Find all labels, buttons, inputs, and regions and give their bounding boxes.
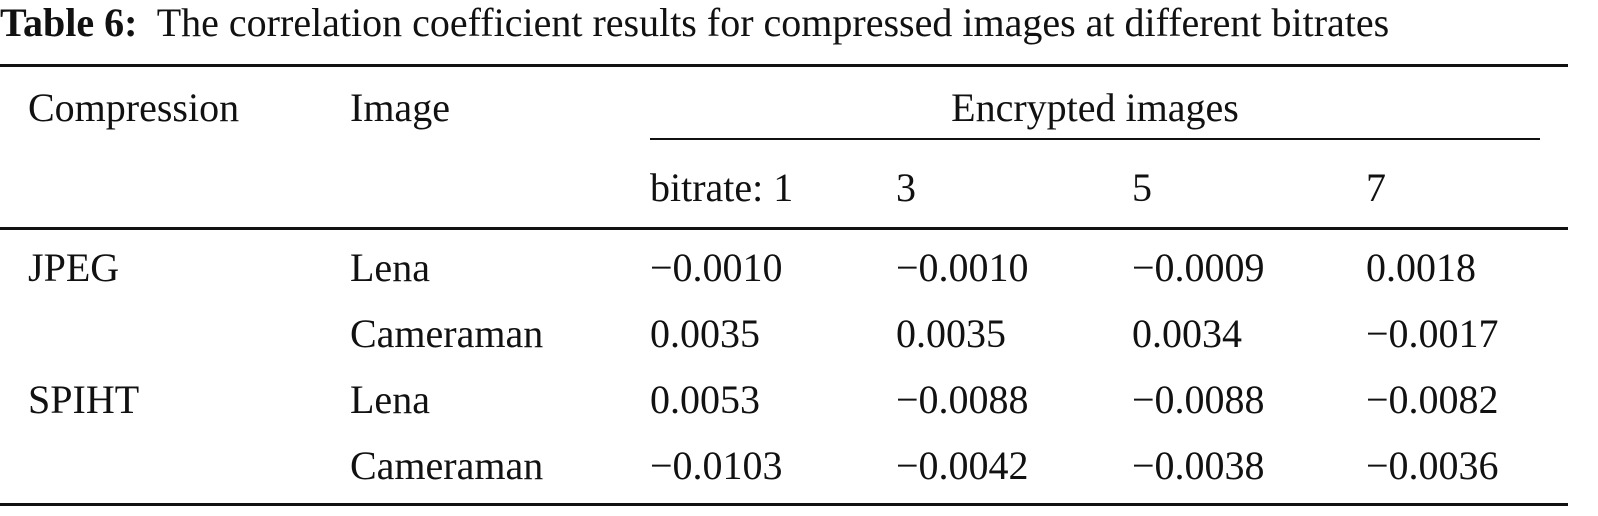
- header-bitrate-3: 3: [896, 165, 916, 210]
- row-3-compression: SPIHT: [28, 377, 140, 422]
- row-4-value-1: −0.0103: [650, 443, 783, 488]
- header-encrypted-images: Encrypted images: [951, 85, 1239, 130]
- row-1-value-3: −0.0009: [1132, 245, 1265, 290]
- table-label: Table 6:: [0, 0, 138, 45]
- header-image: Image: [350, 85, 450, 130]
- row-3-value-2: −0.0088: [896, 377, 1029, 422]
- row-4-image: Cameraman: [350, 443, 544, 488]
- caption-text: The correlation coefficient results for …: [156, 0, 1390, 45]
- row-3-value-3: −0.0088: [1132, 377, 1265, 422]
- row-3-value-1: 0.0053: [650, 377, 760, 422]
- row-2-value-4: −0.0017: [1366, 311, 1499, 356]
- row-1-compression: JPEG: [28, 245, 120, 290]
- bottom-rule: [0, 503, 1568, 506]
- row-3-value-4: −0.0082: [1366, 377, 1499, 422]
- row-2-value-3: 0.0034: [1132, 311, 1242, 356]
- row-4-value-2: −0.0042: [896, 443, 1029, 488]
- row-1-value-4: 0.0018: [1366, 245, 1476, 290]
- row-1-value-2: −0.0010: [896, 245, 1029, 290]
- row-3-image: Lena: [350, 377, 430, 422]
- table-caption: Table 6: The correlation coefficient res…: [0, 0, 1598, 50]
- header-compression: Compression: [28, 85, 240, 130]
- top-rule: [0, 64, 1568, 67]
- row-4-value-4: −0.0036: [1366, 443, 1499, 488]
- row-4-value-3: −0.0038: [1132, 443, 1265, 488]
- header-bitrate-1: bitrate: 1: [650, 165, 794, 210]
- header-bitrate-5: 5: [1132, 165, 1152, 210]
- header-bitrate-7: 7: [1366, 165, 1386, 210]
- row-2-image: Cameraman: [350, 311, 544, 356]
- header-rule: [0, 227, 1568, 230]
- row-2-value-1: 0.0035: [650, 311, 760, 356]
- row-1-image: Lena: [350, 245, 430, 290]
- row-2-value-2: 0.0035: [896, 311, 1006, 356]
- group-rule: [650, 138, 1540, 140]
- row-1-value-1: −0.0010: [650, 245, 783, 290]
